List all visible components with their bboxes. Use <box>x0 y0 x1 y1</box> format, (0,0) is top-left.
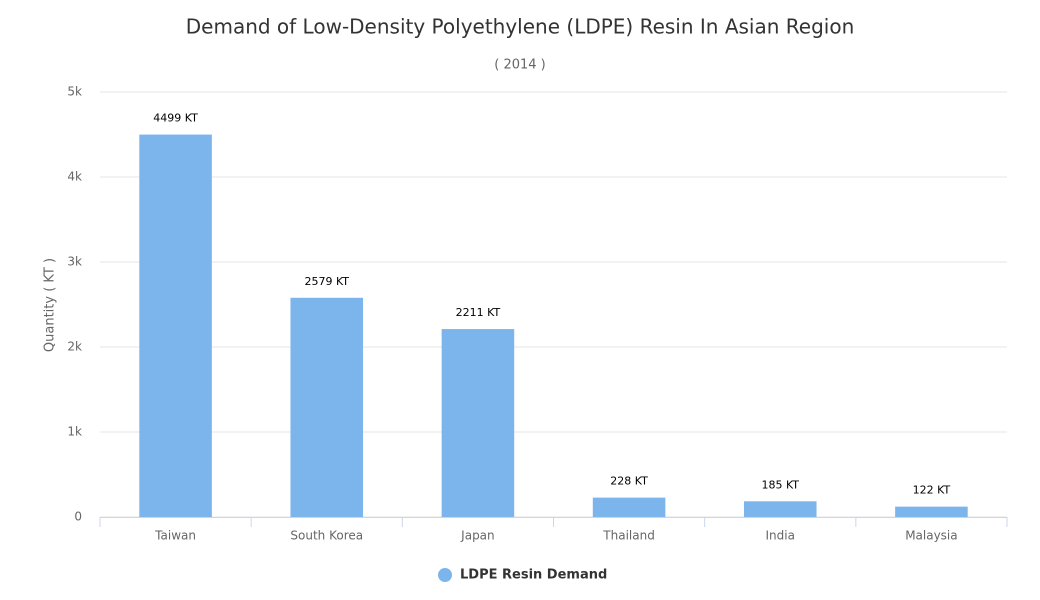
chart-subtitle: ( 2014 ) <box>494 58 546 73</box>
y-tick-label: 5k <box>67 85 82 99</box>
x-tick-label: South Korea <box>290 529 363 543</box>
x-tick-label: Malaysia <box>905 529 957 543</box>
bar <box>290 297 364 517</box>
bar <box>592 497 666 517</box>
chart-title: Demand of Low-Density Polyethylene (LDPE… <box>186 15 855 39</box>
data-label: 228 KT <box>610 475 648 488</box>
y-tick-label: 3k <box>67 255 82 269</box>
legend-marker <box>438 568 452 582</box>
y-tick-label: 1k <box>67 425 82 439</box>
y-tick-label: 0 <box>74 510 82 524</box>
data-label: 2211 KT <box>456 306 501 319</box>
data-label: 2579 KT <box>304 275 349 288</box>
x-tick-label: Taiwan <box>154 529 196 543</box>
legend-label: LDPE Resin Demand <box>460 568 607 583</box>
bar <box>895 506 968 517</box>
data-label: 122 KT <box>913 484 951 497</box>
bar <box>441 329 515 517</box>
x-tick-label: Japan <box>460 529 494 543</box>
y-tick-label: 2k <box>67 340 82 354</box>
bar <box>743 501 817 517</box>
bar <box>139 134 212 517</box>
data-label: 4499 KT <box>153 112 198 125</box>
y-axis-title: Quantity ( KT ) <box>43 258 58 352</box>
x-tick-label: India <box>766 529 795 543</box>
y-tick-label: 4k <box>67 170 82 184</box>
x-tick-label: Thailand <box>602 529 655 543</box>
data-label: 185 KT <box>761 478 799 491</box>
